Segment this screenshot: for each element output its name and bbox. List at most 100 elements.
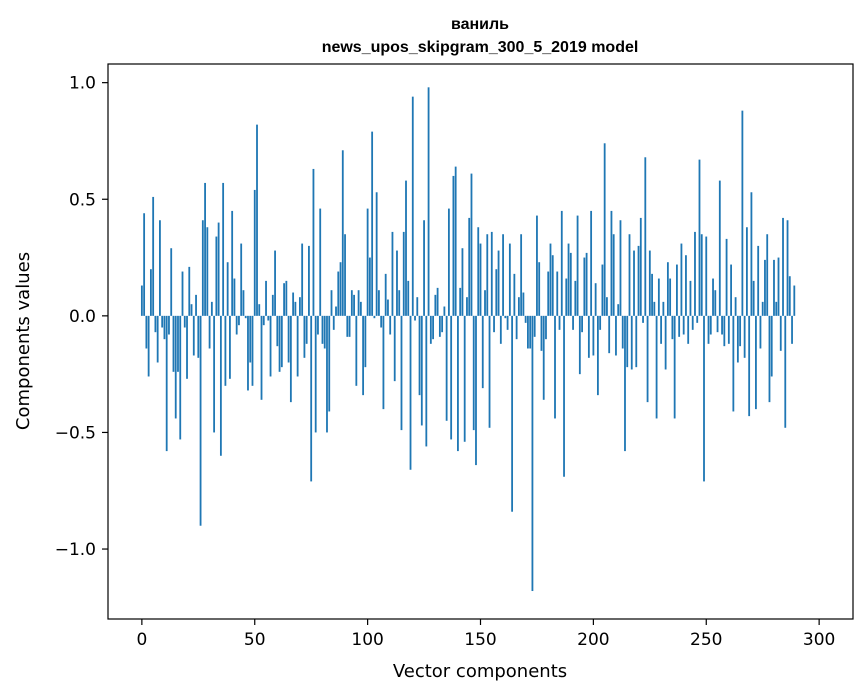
bar-84 bbox=[330, 290, 333, 316]
bar-152 bbox=[484, 290, 486, 316]
bar-192 bbox=[574, 280, 577, 316]
bar-9 bbox=[161, 315, 164, 328]
bar-195 bbox=[581, 315, 583, 333]
bar-66 bbox=[289, 315, 292, 403]
bar-30 bbox=[208, 315, 211, 349]
bar-282 bbox=[777, 257, 780, 316]
bar-229 bbox=[657, 278, 660, 316]
bar-35 bbox=[219, 315, 222, 456]
bar-234 bbox=[669, 278, 672, 316]
bar-112 bbox=[393, 315, 396, 382]
bar-267 bbox=[743, 315, 746, 358]
bar-151 bbox=[481, 315, 484, 389]
bar-161 bbox=[504, 315, 507, 319]
bar-164 bbox=[511, 315, 514, 512]
bar-149 bbox=[477, 227, 480, 316]
bar-101 bbox=[368, 257, 371, 316]
bar-271 bbox=[752, 280, 755, 316]
bar-92 bbox=[348, 315, 351, 337]
bar-246 bbox=[696, 315, 699, 323]
bar-270 bbox=[750, 192, 753, 316]
bar-261 bbox=[730, 264, 732, 316]
bar-54 bbox=[262, 315, 265, 326]
bar-59 bbox=[274, 250, 276, 316]
bar-236 bbox=[673, 315, 676, 419]
bar-142 bbox=[461, 248, 464, 316]
bar-8 bbox=[159, 220, 161, 316]
bar-73 bbox=[305, 315, 308, 344]
bar-111 bbox=[391, 231, 394, 316]
bar-91 bbox=[346, 315, 349, 337]
bar-255 bbox=[716, 315, 719, 333]
bar-243 bbox=[689, 280, 692, 316]
bar-71 bbox=[301, 243, 304, 316]
bar-105 bbox=[378, 290, 380, 316]
bar-203 bbox=[599, 315, 602, 330]
bar-186 bbox=[560, 210, 563, 316]
bar-266 bbox=[741, 110, 744, 316]
bar-155 bbox=[490, 231, 493, 316]
bar-63 bbox=[283, 283, 285, 316]
bar-2 bbox=[145, 315, 148, 349]
bar-11 bbox=[165, 315, 168, 452]
bar-104 bbox=[375, 192, 378, 316]
bar-106 bbox=[380, 315, 383, 328]
bar-65 bbox=[287, 315, 290, 363]
bar-188 bbox=[565, 278, 568, 316]
bar-138 bbox=[452, 175, 455, 316]
bar-141 bbox=[459, 287, 462, 316]
bar-262 bbox=[732, 315, 735, 412]
bar-265 bbox=[739, 315, 742, 347]
bar-162 bbox=[506, 315, 509, 330]
bar-49 bbox=[251, 315, 254, 386]
bar-74 bbox=[308, 245, 310, 316]
bar-135 bbox=[445, 315, 448, 421]
bar-176 bbox=[538, 262, 541, 316]
bar-115 bbox=[400, 315, 403, 431]
bar-36 bbox=[222, 182, 225, 316]
x-tick-label: 50 bbox=[244, 630, 266, 650]
bar-60 bbox=[276, 315, 279, 347]
bar-264 bbox=[736, 315, 739, 363]
bar-122 bbox=[416, 297, 419, 316]
bar-251 bbox=[707, 315, 710, 344]
bar-148 bbox=[475, 315, 477, 466]
bar-286 bbox=[786, 220, 789, 316]
bar-259 bbox=[725, 238, 728, 316]
bar-253 bbox=[712, 278, 714, 316]
bar-38 bbox=[226, 262, 229, 316]
y-tick-label: −1.0 bbox=[55, 540, 96, 560]
bar-43 bbox=[238, 315, 240, 326]
bar-272 bbox=[755, 315, 757, 410]
bar-249 bbox=[703, 315, 705, 482]
bar-156 bbox=[493, 315, 495, 333]
bar-62 bbox=[280, 315, 283, 368]
bar-277 bbox=[766, 234, 769, 316]
bar-series bbox=[140, 87, 796, 592]
bar-7 bbox=[156, 315, 159, 363]
bar-82 bbox=[326, 315, 328, 433]
bar-86 bbox=[335, 306, 337, 316]
bar-23 bbox=[192, 315, 195, 356]
bar-14 bbox=[172, 315, 175, 372]
bar-169 bbox=[522, 292, 525, 316]
bar-70 bbox=[298, 297, 301, 316]
bar-242 bbox=[687, 315, 690, 344]
bar-244 bbox=[691, 315, 694, 330]
bar-280 bbox=[773, 259, 775, 316]
bar-254 bbox=[714, 290, 717, 316]
bar-248 bbox=[700, 234, 703, 316]
bar-177 bbox=[540, 315, 543, 351]
bar-140 bbox=[457, 315, 459, 452]
x-tick-label: 150 bbox=[464, 630, 496, 650]
bar-121 bbox=[414, 315, 416, 321]
bar-55 bbox=[265, 280, 267, 316]
bar-81 bbox=[323, 315, 326, 349]
bar-47 bbox=[247, 315, 249, 391]
bar-178 bbox=[542, 315, 545, 400]
bar-171 bbox=[527, 315, 529, 349]
bar-130 bbox=[434, 294, 437, 316]
bar-247 bbox=[698, 159, 701, 316]
bar-216 bbox=[628, 234, 631, 316]
bar-274 bbox=[759, 315, 762, 349]
